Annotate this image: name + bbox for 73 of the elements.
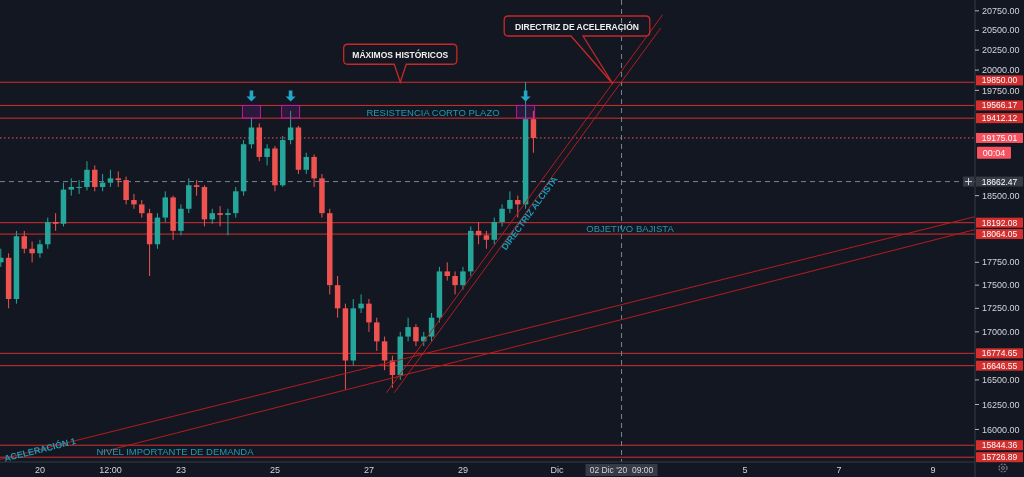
candlestick xyxy=(287,110,294,145)
ref-line-label: 19566.17 xyxy=(981,100,1018,111)
y-tick-label: 20500.00 xyxy=(982,25,1020,36)
ref-line-label: 15726.89 xyxy=(981,452,1018,463)
candlestick xyxy=(76,179,82,195)
candlestick xyxy=(233,186,239,219)
ref-line-label: 19175.01 xyxy=(981,132,1018,143)
candlestick xyxy=(248,117,255,149)
ref-line-label: 18662.47 xyxy=(981,176,1018,187)
ref-line-label: 19850.00 xyxy=(981,75,1018,86)
annotation: RESISTENCIA CORTO PLAZO xyxy=(366,106,500,118)
candlestick xyxy=(178,203,184,236)
candlestick xyxy=(162,190,169,223)
y-tick-label: 17500.00 xyxy=(982,280,1020,291)
y-tick-label: 20250.00 xyxy=(982,45,1020,56)
candlestick xyxy=(491,217,497,245)
candlestick xyxy=(334,275,341,319)
x-tick-label: 7 xyxy=(836,465,842,475)
y-tick-label: 16250.00 xyxy=(982,399,1020,410)
x-tick-label: Dic xyxy=(550,465,564,475)
x-tick-label: 5 xyxy=(742,465,748,475)
candlestick xyxy=(123,176,129,205)
y-tick-label: 20000.00 xyxy=(982,65,1020,76)
annotation: 00:04 xyxy=(982,148,1006,159)
candlestick xyxy=(45,217,51,250)
ref-line-label: 19412.12 xyxy=(981,113,1018,124)
candlestick xyxy=(21,230,28,254)
candlestick xyxy=(37,239,43,259)
candlestick xyxy=(460,266,466,291)
ref-line-label: 16774.65 xyxy=(981,348,1018,359)
ref-line-label: 15844.36 xyxy=(981,440,1018,451)
candlestick xyxy=(92,164,98,192)
ref-line-label: 16646.55 xyxy=(981,360,1018,371)
candlestick xyxy=(264,143,270,166)
x-tick-label: 27 xyxy=(363,465,374,475)
candlestick xyxy=(303,152,310,175)
candlestick xyxy=(366,298,372,333)
candlestick xyxy=(84,160,90,191)
candlestick xyxy=(444,261,450,282)
annotation: OBJETIVO BAJISTA xyxy=(586,223,675,235)
y-tick-label: 17000.00 xyxy=(982,326,1020,337)
candlestick xyxy=(186,177,192,214)
candlestick xyxy=(381,336,388,371)
x-tick-label: 9 xyxy=(930,465,936,475)
ref-line-label: 02 Dic '20 09:00 xyxy=(589,465,654,475)
ref-line-label: 18192.08 xyxy=(981,217,1018,228)
x-tick-label: 12:00 xyxy=(99,465,122,475)
x-tick-label: 20 xyxy=(34,465,45,475)
annotation: NIVEL IMPORTANTE DE DEMANDA xyxy=(96,445,255,457)
y-tick-label: 18500.00 xyxy=(982,190,1020,201)
candlestick xyxy=(225,208,231,236)
y-tick-label: 17750.00 xyxy=(982,257,1020,268)
y-tick-label: 16500.00 xyxy=(982,375,1020,386)
candlestick xyxy=(405,317,411,342)
y-tick-label: 20750.00 xyxy=(982,5,1020,16)
candlestick xyxy=(131,193,137,210)
annotation: DIRECTRIZ DE ACELERACIÓN xyxy=(515,20,639,32)
candlestick xyxy=(29,241,35,263)
y-tick-label: 17250.00 xyxy=(982,303,1020,314)
candlestick xyxy=(530,110,537,154)
ref-line-label: 18064.05 xyxy=(981,229,1018,240)
candlestick xyxy=(311,153,317,188)
candlestick xyxy=(413,323,419,347)
x-tick-label: 23 xyxy=(175,465,186,475)
x-tick-label: 29 xyxy=(457,465,468,475)
y-tick-label: 19750.00 xyxy=(982,85,1020,96)
candlestick xyxy=(452,270,458,295)
candlestick xyxy=(374,317,380,352)
candlestick xyxy=(358,293,364,314)
x-tick-label: 25 xyxy=(269,465,280,475)
candlestick xyxy=(217,205,223,227)
y-tick-label: 16000.00 xyxy=(982,424,1020,435)
annotation: MÁXIMOS HISTÓRICOS xyxy=(352,48,449,60)
